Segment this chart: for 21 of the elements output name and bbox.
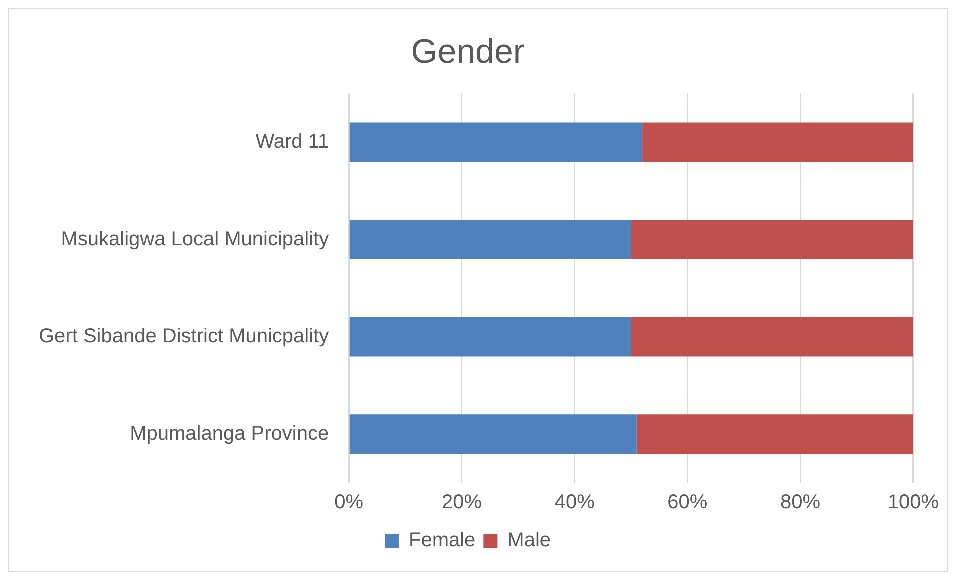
legend-label: Female (408, 530, 476, 552)
x-tick-label: 60% (668, 492, 708, 514)
bar (350, 317, 632, 357)
y-tick-label: Gert Sibande District Municpality (39, 326, 330, 348)
x-tick-label: 80% (780, 492, 821, 514)
bar (636, 414, 914, 454)
y-tick-label: Mpumalanga Province (130, 422, 330, 445)
x-tick-label: 40% (554, 492, 596, 514)
chart-title: Gender (411, 32, 525, 71)
y-tick-label: Msukaligwa Local Municipality (61, 228, 330, 250)
bar (350, 122, 643, 162)
bar (631, 317, 914, 357)
x-tick-label: 100% (888, 492, 940, 514)
legend-label: Male (508, 530, 552, 552)
bar (350, 220, 632, 260)
bar (350, 414, 637, 454)
bar (642, 122, 914, 162)
y-tick-label: Ward 11 (256, 130, 330, 153)
bar (631, 220, 914, 260)
x-tick-label: 0% (334, 492, 364, 514)
x-tick-label: 20% (442, 492, 482, 514)
